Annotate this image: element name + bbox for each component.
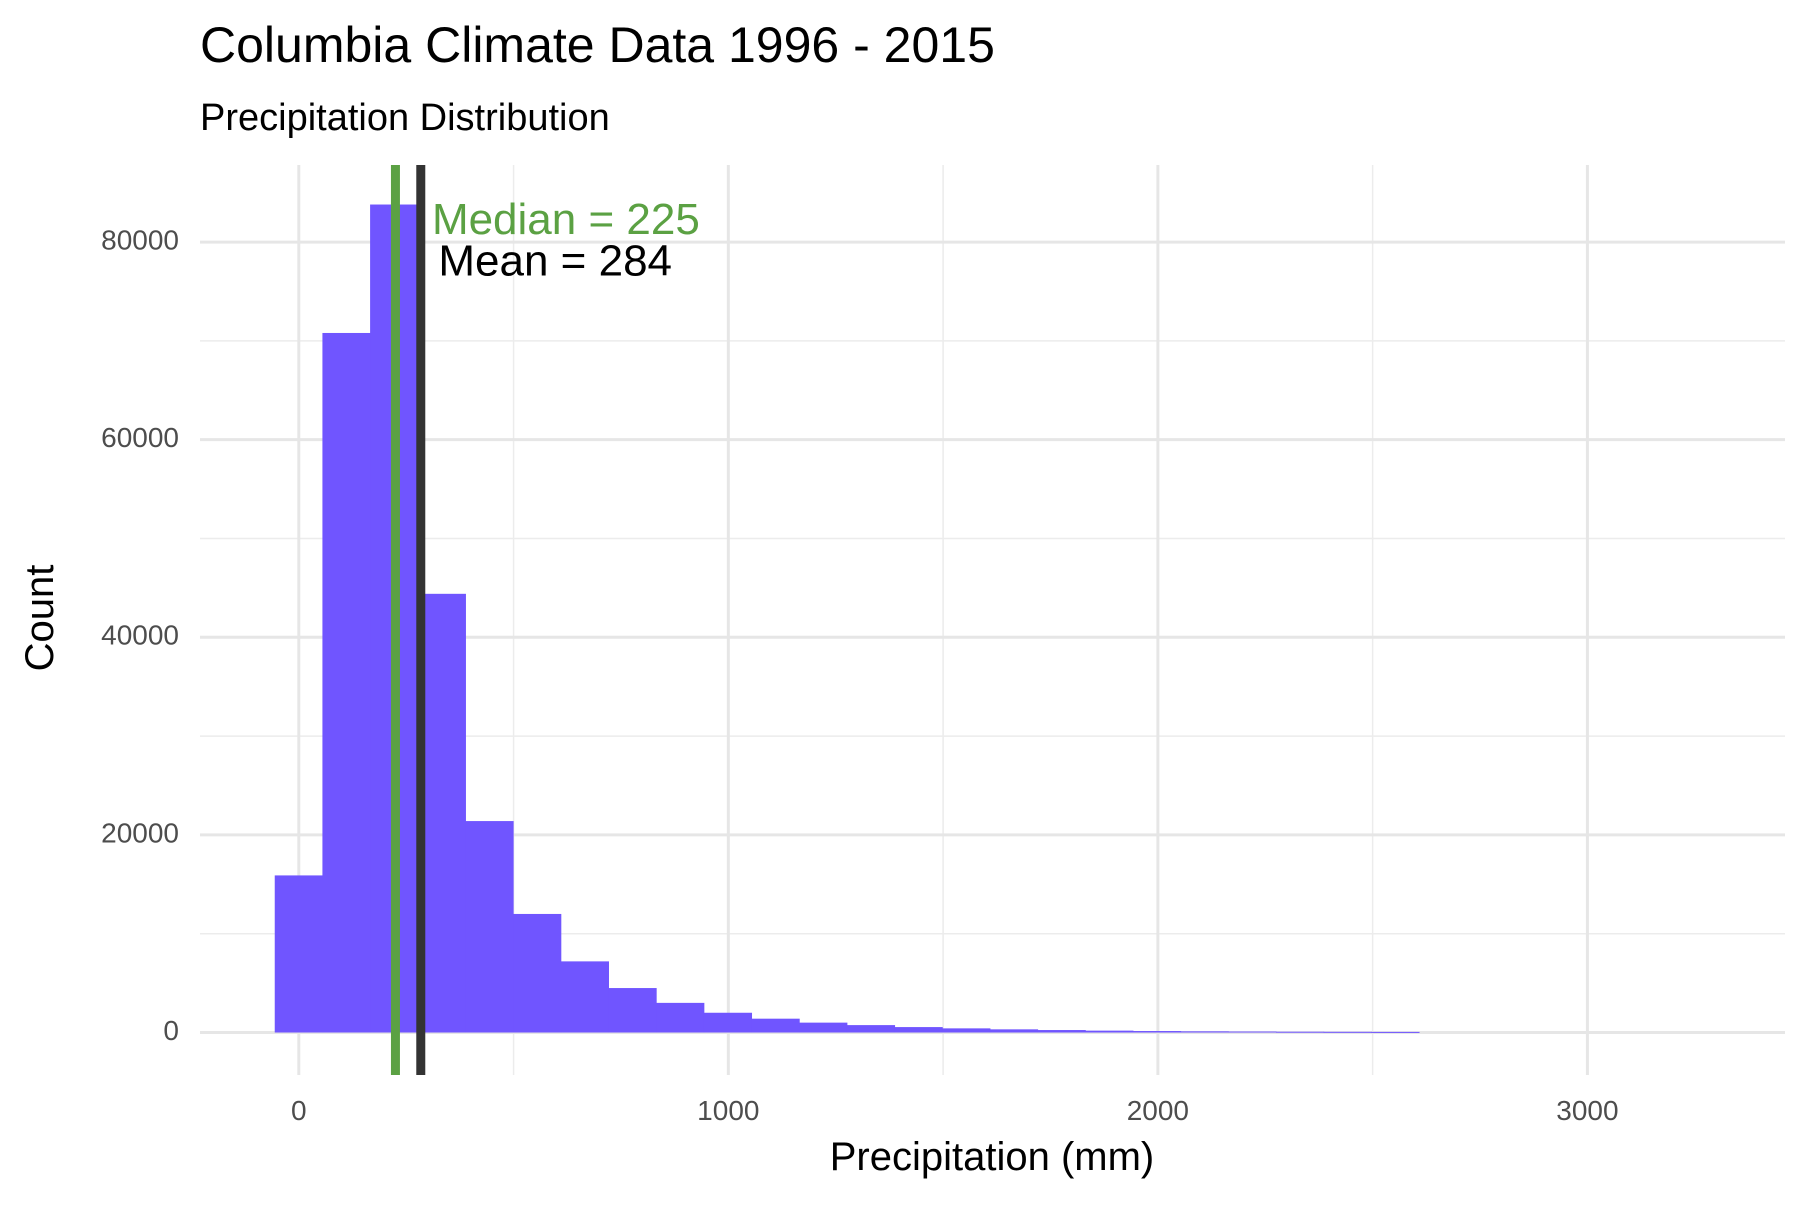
histogram-bar (465, 821, 514, 1033)
histogram-bar (417, 593, 466, 1033)
histogram-bar (1085, 1030, 1134, 1033)
histogram-bar (1275, 1031, 1325, 1033)
y-axis-title: Count (18, 565, 62, 672)
histogram-bar (894, 1027, 943, 1033)
histogram-bar (274, 875, 323, 1033)
chart-subtitle: Precipitation Distribution (200, 97, 610, 139)
y-tick-label: 20000 (101, 817, 179, 848)
histogram-bar (1323, 1031, 1372, 1033)
x-tick-label: 2000 (1127, 1095, 1189, 1126)
histogram-bar (1180, 1031, 1229, 1033)
histogram-bar (1371, 1031, 1420, 1033)
x-axis-title: Precipitation (mm) (830, 1135, 1155, 1179)
median-label: Median = 225 (432, 195, 700, 244)
histogram-bars (274, 204, 1420, 1033)
y-tick-label: 0 (163, 1015, 179, 1046)
y-axis-ticks: 0 20000 40000 60000 80000 (101, 224, 179, 1045)
histogram-bar (656, 1002, 705, 1033)
histogram-bar (322, 332, 371, 1033)
y-tick-label: 80000 (101, 224, 179, 255)
histogram-bar (560, 961, 609, 1033)
histogram-bar (1037, 1030, 1086, 1033)
histogram-bar (989, 1029, 1039, 1033)
x-tick-label: 1000 (697, 1095, 759, 1126)
histogram-bar (751, 1018, 800, 1033)
histogram-bar (846, 1025, 896, 1033)
histogram-bar (608, 988, 657, 1033)
y-tick-label: 40000 (101, 620, 179, 651)
histogram-bar (1132, 1031, 1182, 1033)
y-tick-label: 60000 (101, 422, 179, 453)
histogram-bar (513, 913, 562, 1033)
x-tick-label: 3000 (1556, 1095, 1618, 1126)
reference-lines (390, 165, 426, 1075)
chart-title: Columbia Climate Data 1996 - 2015 (200, 17, 995, 73)
histogram-bar (703, 1012, 753, 1033)
x-tick-label: 0 (291, 1095, 307, 1126)
x-axis-ticks: 0 1000 2000 3000 (291, 1095, 1619, 1126)
histogram-bar (942, 1028, 991, 1033)
mean-label: Mean = 284 (438, 236, 672, 285)
histogram-bar (1228, 1031, 1277, 1033)
histogram-bar (799, 1022, 848, 1033)
